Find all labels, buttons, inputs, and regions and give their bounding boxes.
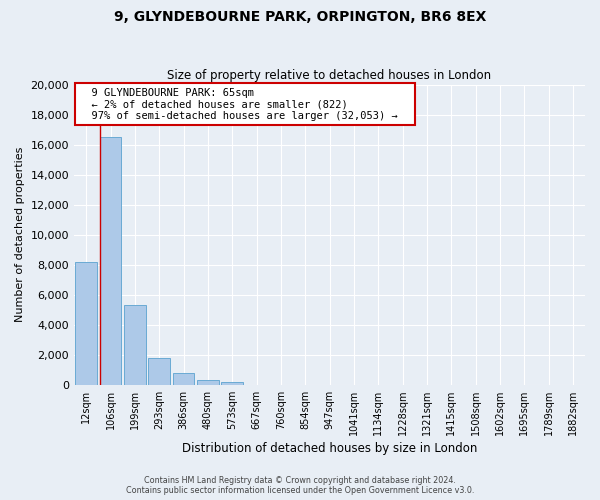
Bar <box>100 137 121 384</box>
Bar <box>124 305 146 384</box>
Bar <box>221 382 243 384</box>
Text: Contains HM Land Registry data © Crown copyright and database right 2024.
Contai: Contains HM Land Registry data © Crown c… <box>126 476 474 495</box>
Title: Size of property relative to detached houses in London: Size of property relative to detached ho… <box>167 69 491 82</box>
Text: 9 GLYNDEBOURNE PARK: 65sqm  
  ← 2% of detached houses are smaller (822)  
  97%: 9 GLYNDEBOURNE PARK: 65sqm ← 2% of detac… <box>79 88 410 121</box>
Bar <box>173 374 194 384</box>
Bar <box>197 380 219 384</box>
Y-axis label: Number of detached properties: Number of detached properties <box>15 147 25 322</box>
Bar <box>75 262 97 384</box>
X-axis label: Distribution of detached houses by size in London: Distribution of detached houses by size … <box>182 442 477 455</box>
Text: 9, GLYNDEBOURNE PARK, ORPINGTON, BR6 8EX: 9, GLYNDEBOURNE PARK, ORPINGTON, BR6 8EX <box>114 10 486 24</box>
Bar <box>148 358 170 384</box>
